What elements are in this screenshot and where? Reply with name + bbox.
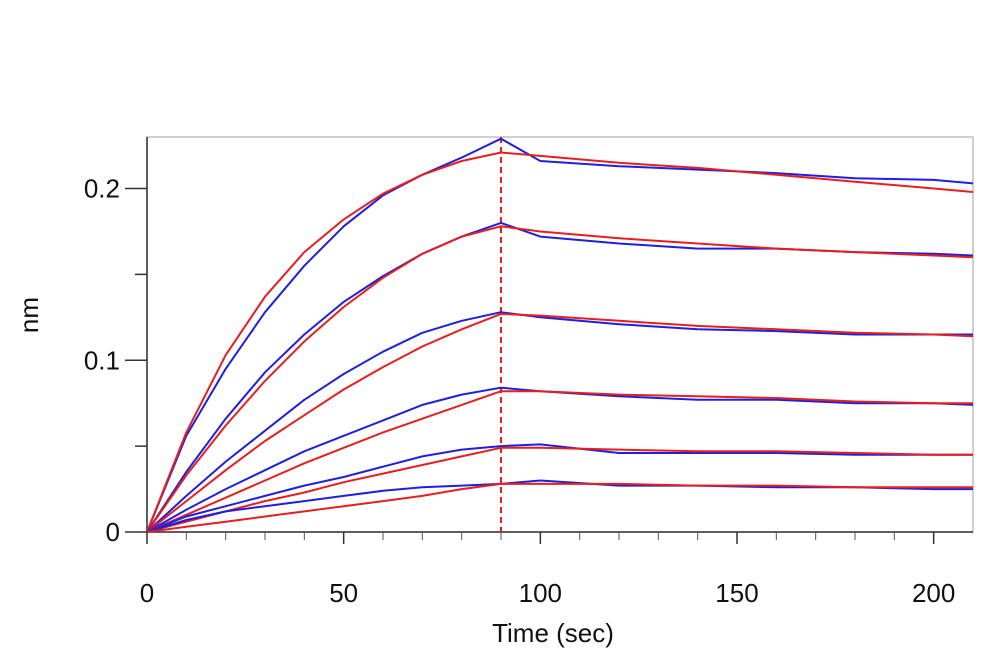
measured-curve-0 [146, 137, 974, 533]
fit-curve-5 [146, 482, 973, 533]
x-tick-label: 150 [715, 578, 758, 608]
x-axis-label: Time (sec) [492, 618, 614, 648]
fit-curve-2 [146, 312, 974, 533]
fit-curve-0 [146, 151, 974, 533]
y-axis-label: nm [14, 297, 44, 333]
measured-curve-4 [146, 443, 973, 533]
y-tick-label: 0 [106, 517, 120, 547]
y-tick-label: 0.1 [84, 345, 120, 375]
measured-curve-2 [146, 311, 973, 533]
y-tick-label: 0.2 [84, 174, 120, 204]
x-tick-label: 200 [912, 578, 955, 608]
measured-curve-5 [146, 479, 973, 533]
x-tick-label: 50 [329, 578, 358, 608]
x-tick-label: 0 [140, 578, 154, 608]
fit-curve-4 [146, 446, 973, 533]
x-tick-label: 100 [519, 578, 562, 608]
fit-curve-1 [146, 225, 974, 533]
fit-curve-3 [146, 390, 973, 533]
measured-curve-3 [146, 386, 974, 533]
